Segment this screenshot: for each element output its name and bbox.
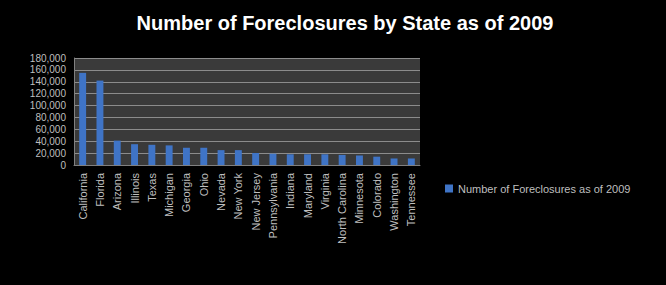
svg-text:180,000: 180,000 — [30, 53, 67, 64]
svg-text:40,000: 40,000 — [35, 136, 66, 147]
svg-text:Florida: Florida — [94, 172, 106, 207]
svg-text:Virginia: Virginia — [319, 172, 331, 209]
svg-text:Michigan: Michigan — [163, 173, 175, 217]
svg-text:Illinois: Illinois — [129, 173, 141, 204]
svg-text:Indiana: Indiana — [284, 172, 296, 209]
svg-text:Number of Foreclosures as of 2: Number of Foreclosures as of 2009 — [458, 183, 630, 195]
svg-text:Tennessee: Tennessee — [405, 173, 417, 226]
svg-text:Washington: Washington — [388, 173, 400, 231]
svg-text:100,000: 100,000 — [30, 100, 67, 111]
svg-text:Arizona: Arizona — [111, 172, 123, 210]
svg-text:Colorado: Colorado — [371, 173, 383, 218]
svg-text:New York: New York — [232, 173, 244, 220]
svg-text:Ohio: Ohio — [198, 173, 210, 196]
svg-text:Maryland: Maryland — [302, 173, 314, 218]
svg-text:Pennsylvania: Pennsylvania — [267, 172, 279, 238]
svg-text:California: California — [77, 172, 89, 219]
svg-text:Minnesota: Minnesota — [353, 172, 365, 224]
svg-text:Georgia: Georgia — [180, 172, 192, 212]
svg-text:80,000: 80,000 — [35, 112, 66, 123]
svg-text:160,000: 160,000 — [30, 64, 67, 75]
svg-text:60,000: 60,000 — [35, 124, 66, 135]
svg-text:120,000: 120,000 — [30, 88, 67, 99]
svg-text:Nevada: Nevada — [215, 172, 227, 211]
svg-text:140,000: 140,000 — [30, 76, 67, 87]
svg-text:20,000: 20,000 — [35, 148, 66, 159]
svg-text:New Jersey: New Jersey — [250, 173, 262, 231]
svg-text:Number of Foreclosures by Stat: Number of Foreclosures by State as of 20… — [137, 12, 554, 34]
svg-text:0: 0 — [60, 160, 66, 171]
svg-text:Texas: Texas — [146, 173, 158, 202]
svg-text:North Carolina: North Carolina — [336, 172, 348, 244]
